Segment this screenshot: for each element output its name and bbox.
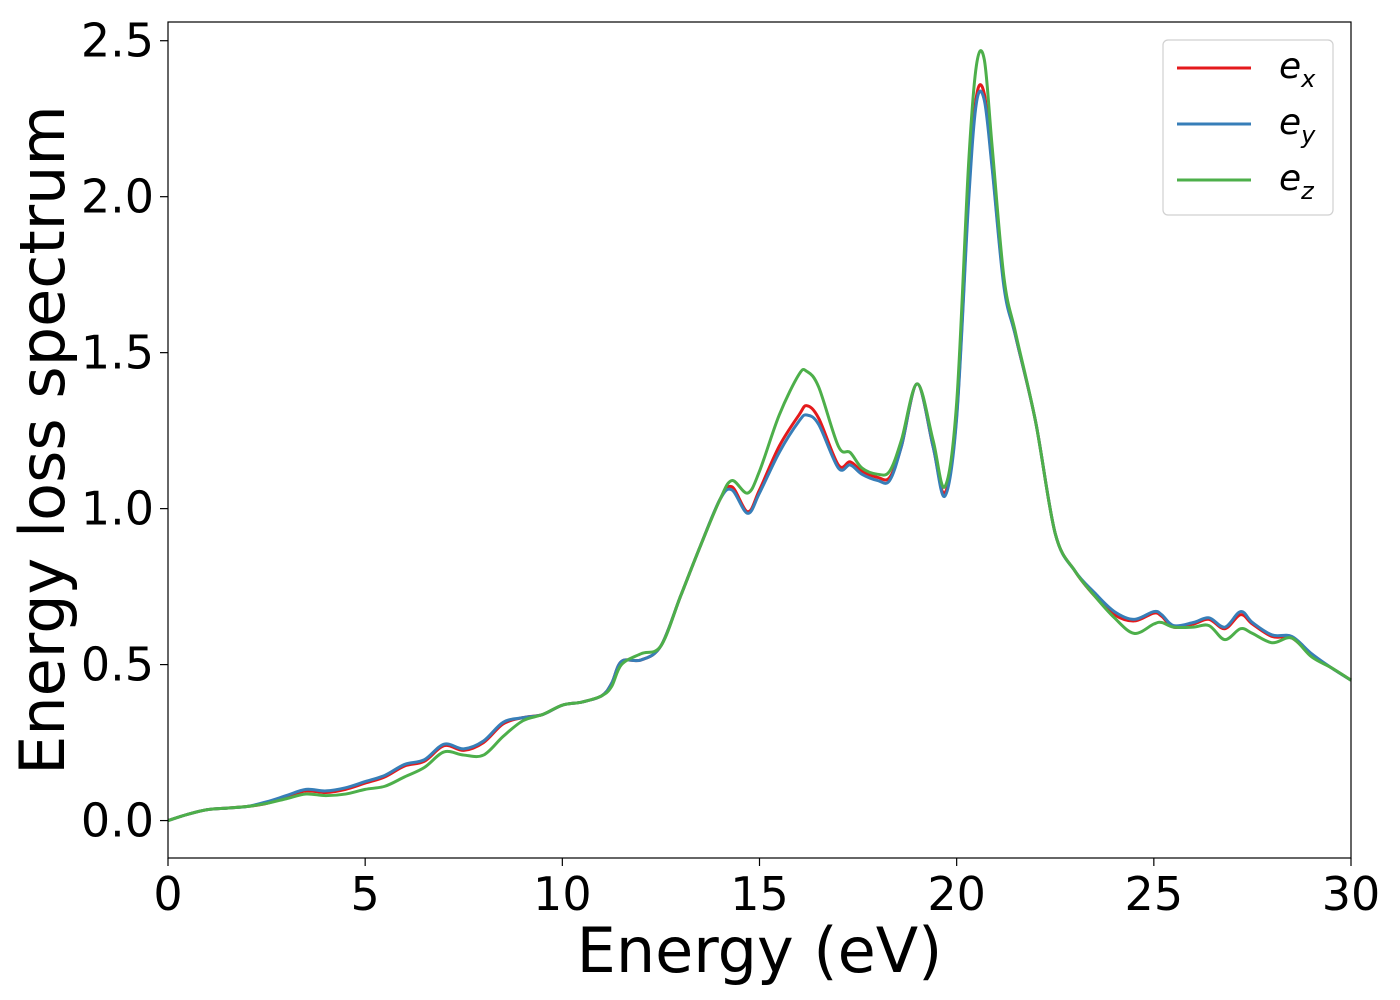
y-tick-label: 0.0 <box>81 794 154 848</box>
legend-box <box>1162 39 1334 216</box>
legend-label-ex: ex <box>1279 46 1316 93</box>
x-tick-label: 15 <box>730 867 789 921</box>
x-tick-label: 5 <box>351 867 380 921</box>
y-axis-title: Energy loss spectrum <box>6 105 79 775</box>
y-tick-label: 2.0 <box>81 170 154 224</box>
y-tick-label: 1.5 <box>81 326 154 380</box>
x-tick-label: 30 <box>1322 867 1381 921</box>
plot-lines <box>167 49 1352 823</box>
x-axis-title: Energy (eV) <box>577 914 943 987</box>
y-tick-label: 1.0 <box>81 482 154 536</box>
x-tick-label: 25 <box>1125 867 1184 921</box>
x-tick-label: 20 <box>927 867 986 921</box>
legend: ex ey ez <box>1162 39 1334 216</box>
series-line-ey <box>167 89 1352 823</box>
x-axis-ticks: 0 5 10 15 20 25 30 <box>153 858 1380 921</box>
legend-label-ez: ez <box>1279 158 1315 205</box>
legend-label-ey: ey <box>1279 102 1316 149</box>
y-tick-label: 2.5 <box>81 14 154 68</box>
x-tick-label: 0 <box>153 867 182 921</box>
y-tick-label: 0.5 <box>81 638 154 692</box>
y-axis-ticks: 0.0 0.5 1.0 1.5 2.0 2.5 <box>81 14 168 848</box>
series-line-ez <box>167 49 1352 823</box>
x-tick-label: 10 <box>533 867 592 921</box>
